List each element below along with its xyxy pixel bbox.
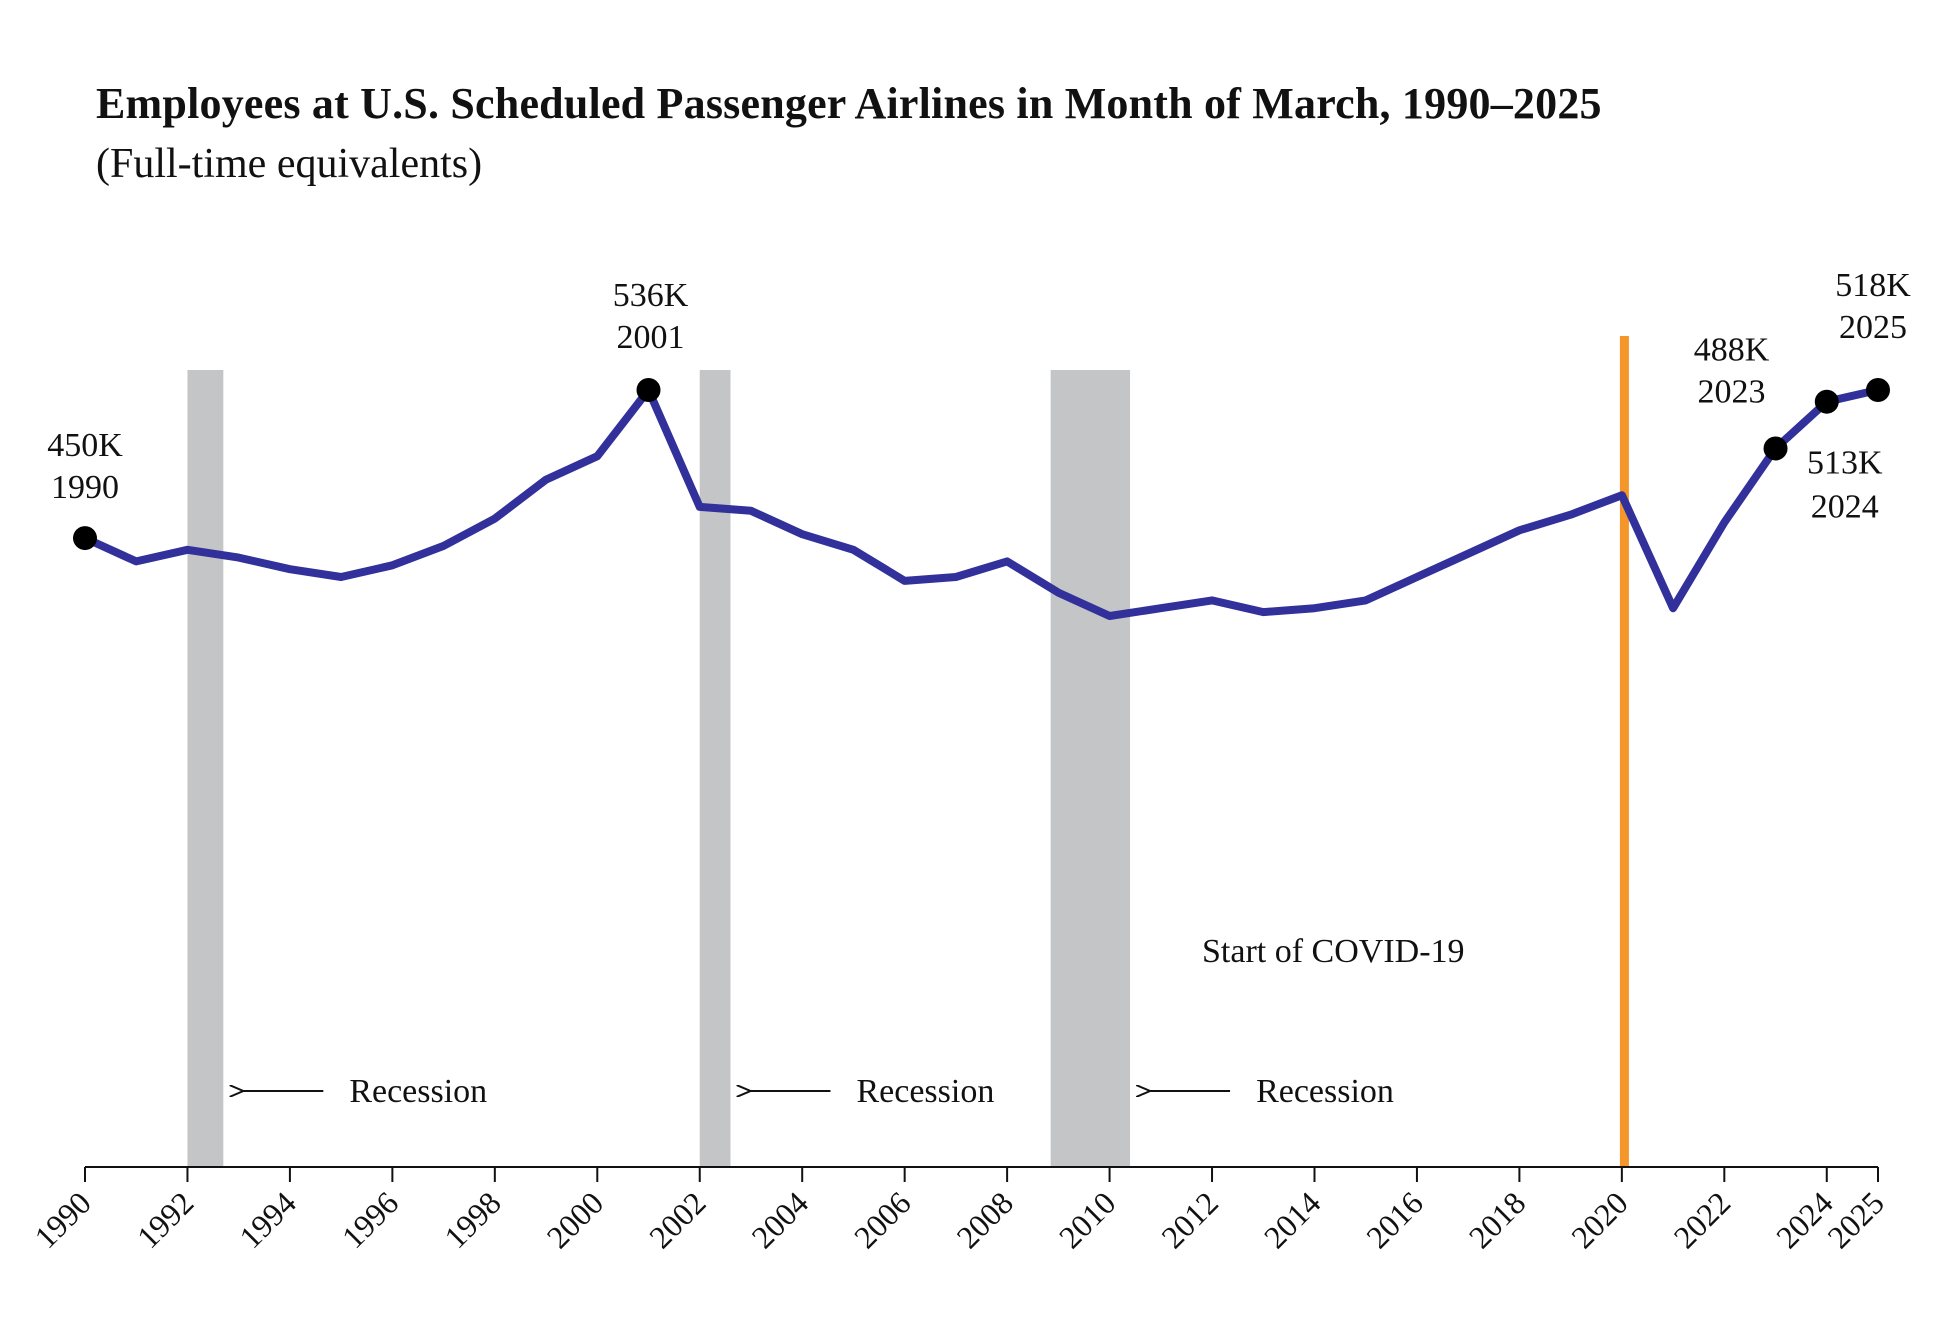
recession-bands xyxy=(187,370,1131,1167)
x-tick-label: 2016 xyxy=(1359,1184,1430,1255)
data-point-marker xyxy=(73,526,97,551)
x-tick-label: 2004 xyxy=(744,1184,815,1255)
x-tick-label: 2008 xyxy=(949,1184,1020,1255)
series-line xyxy=(81,386,1882,620)
highlight-points xyxy=(73,378,1890,551)
x-tick-label: 2000 xyxy=(540,1184,611,1255)
recession-band xyxy=(187,370,224,1167)
x-tick-label: 1994 xyxy=(232,1184,303,1255)
recession-band xyxy=(1050,370,1131,1167)
x-axis: 1990 1992 1994 1996 1998 2000 2002 2004 2006 2008… xyxy=(27,1166,1891,1255)
covid-label: Start of COVID-19 xyxy=(1202,933,1465,970)
point-value-label: 518K xyxy=(1835,267,1911,304)
x-tick-label: 2020 xyxy=(1564,1184,1635,1255)
recession-label: Recession xyxy=(349,1073,487,1110)
data-point-marker xyxy=(636,378,661,402)
point-year-label: 2025 xyxy=(1839,309,1907,346)
point-year-label: 2001 xyxy=(617,319,685,356)
point-year-label: 2024 xyxy=(1811,489,1879,526)
recession-band xyxy=(699,370,731,1167)
point-year-label: 1990 xyxy=(51,469,119,506)
x-tick-label: 2012 xyxy=(1154,1184,1225,1255)
chart-title: Employees at U.S. Scheduled Passenger Ai… xyxy=(96,79,1602,128)
x-tick-label: 2006 xyxy=(847,1184,918,1255)
x-tick-label: 2025 xyxy=(1820,1184,1891,1255)
annotations: Recession Recession Recession Start of COVI… xyxy=(47,267,1911,1110)
chart-subtitle: (Full-time equivalents) xyxy=(96,141,483,187)
x-tick-label: 1996 xyxy=(335,1184,406,1255)
data-point-marker xyxy=(1866,378,1890,402)
point-value-label: 450K xyxy=(47,427,123,464)
x-tick-label: 1998 xyxy=(437,1184,508,1255)
x-tick-label: 2002 xyxy=(642,1184,713,1255)
data-point-marker xyxy=(1763,436,1788,461)
x-tick-label: 1992 xyxy=(130,1184,201,1255)
point-value-label: 488K xyxy=(1694,331,1770,368)
recession-label: Recession xyxy=(1256,1073,1394,1110)
point-value-label: 536K xyxy=(613,277,689,314)
point-year-label: 2023 xyxy=(1698,373,1766,410)
recession-label: Recession xyxy=(856,1073,994,1110)
x-tick-label: 2010 xyxy=(1052,1184,1123,1255)
data-point-marker xyxy=(1814,389,1839,414)
series-polyline xyxy=(81,386,1882,620)
x-tick-label: 1990 xyxy=(27,1184,98,1255)
x-tick-label: 2022 xyxy=(1667,1184,1738,1255)
point-value-label: 513K xyxy=(1807,445,1883,482)
x-tick-label: 2018 xyxy=(1462,1184,1533,1255)
x-tick-label: 2014 xyxy=(1257,1184,1328,1255)
